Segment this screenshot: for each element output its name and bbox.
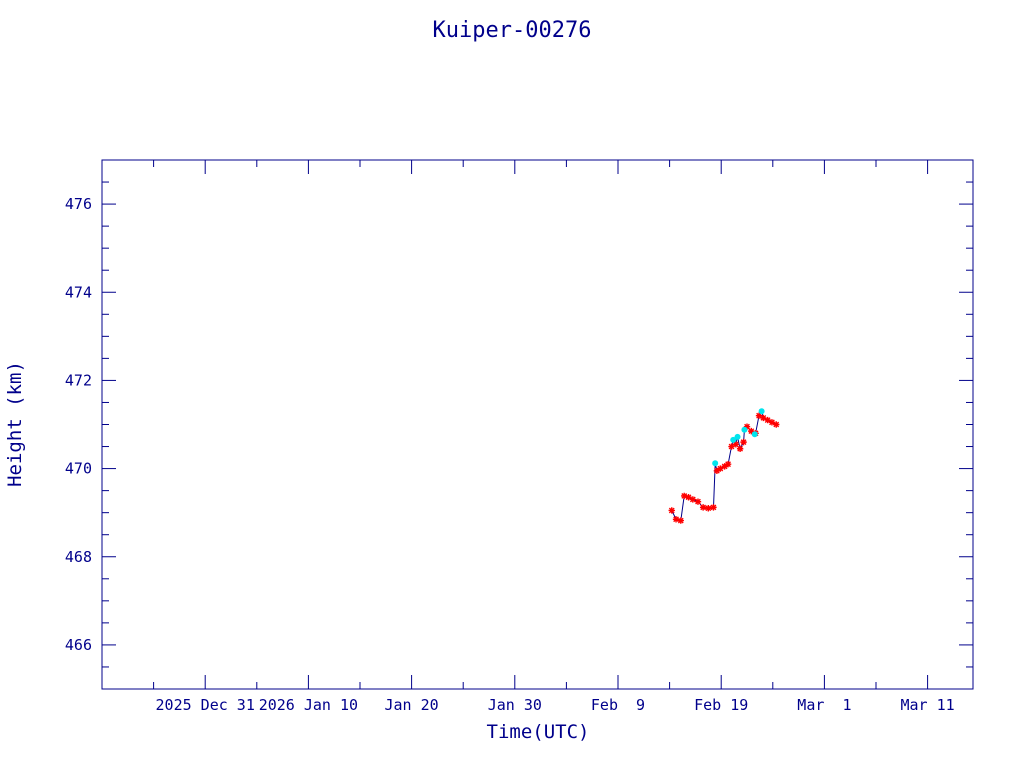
data-point-star — [668, 507, 675, 514]
x-tick-label: Feb 9 — [591, 696, 645, 714]
data-point-star — [689, 496, 697, 503]
x-tick-label: 2025 Dec 31 — [156, 696, 255, 714]
data-point-star — [710, 504, 717, 511]
x-tick-label: 2026 Jan 10 — [259, 696, 358, 714]
data-point-dot — [741, 426, 748, 433]
data-point-star — [773, 421, 780, 428]
plot-frame — [101, 159, 974, 690]
y-tick-label: 472 — [65, 371, 92, 389]
x-tick-label: Feb 19 — [694, 696, 748, 714]
data-point-star — [717, 465, 724, 472]
data-point-star — [764, 416, 771, 424]
data-point-star — [760, 414, 767, 422]
data-point-star — [743, 423, 751, 430]
y-axis-label: Height (km) — [4, 361, 26, 487]
y-tick-label: 476 — [65, 195, 92, 213]
data-point-star — [748, 427, 755, 435]
data-point-star — [728, 443, 735, 450]
data-point-star — [713, 467, 721, 474]
data-point-star — [694, 498, 702, 505]
x-tick-label: Mar 11 — [901, 696, 955, 714]
x-axis: 2025 Dec 31 2026 Jan 10 Jan 20 Jan 30 Feb 9 F… — [153, 160, 955, 714]
data-point-star — [721, 463, 728, 470]
data-point-dot — [758, 408, 765, 415]
data-point-dot — [751, 431, 758, 438]
data-point-star — [705, 505, 712, 512]
chart-title: Kuiper-00276 — [433, 18, 592, 43]
x-axis-label: Time(UTC) — [487, 721, 590, 743]
data-point-dot — [730, 436, 737, 443]
x-tick-label: Jan 20 — [385, 696, 439, 714]
data-point-star — [685, 494, 692, 501]
data-point-star — [699, 504, 707, 511]
x-tick-label: Jan 30 — [488, 696, 542, 714]
data-point-star — [681, 492, 688, 500]
y-axis: 466 468 470 472 474 476 — [65, 159, 973, 690]
data-point-star — [677, 517, 684, 524]
y-tick-label: 470 — [65, 460, 92, 478]
data-markers — [668, 408, 780, 524]
data-point-dot — [734, 433, 741, 440]
data-point-star — [732, 441, 740, 448]
data-point-star — [755, 412, 763, 419]
data-point-star — [768, 419, 776, 426]
data-point-star — [740, 438, 747, 446]
data-point-star — [672, 516, 680, 523]
y-tick-label: 466 — [65, 636, 92, 654]
data-point-star — [736, 445, 744, 452]
data-point-star — [724, 460, 732, 468]
y-tick-label: 474 — [65, 283, 92, 301]
x-tick-label: Mar 1 — [797, 696, 851, 714]
y-tick-label: 468 — [65, 548, 92, 566]
data-point-dot — [712, 460, 719, 467]
